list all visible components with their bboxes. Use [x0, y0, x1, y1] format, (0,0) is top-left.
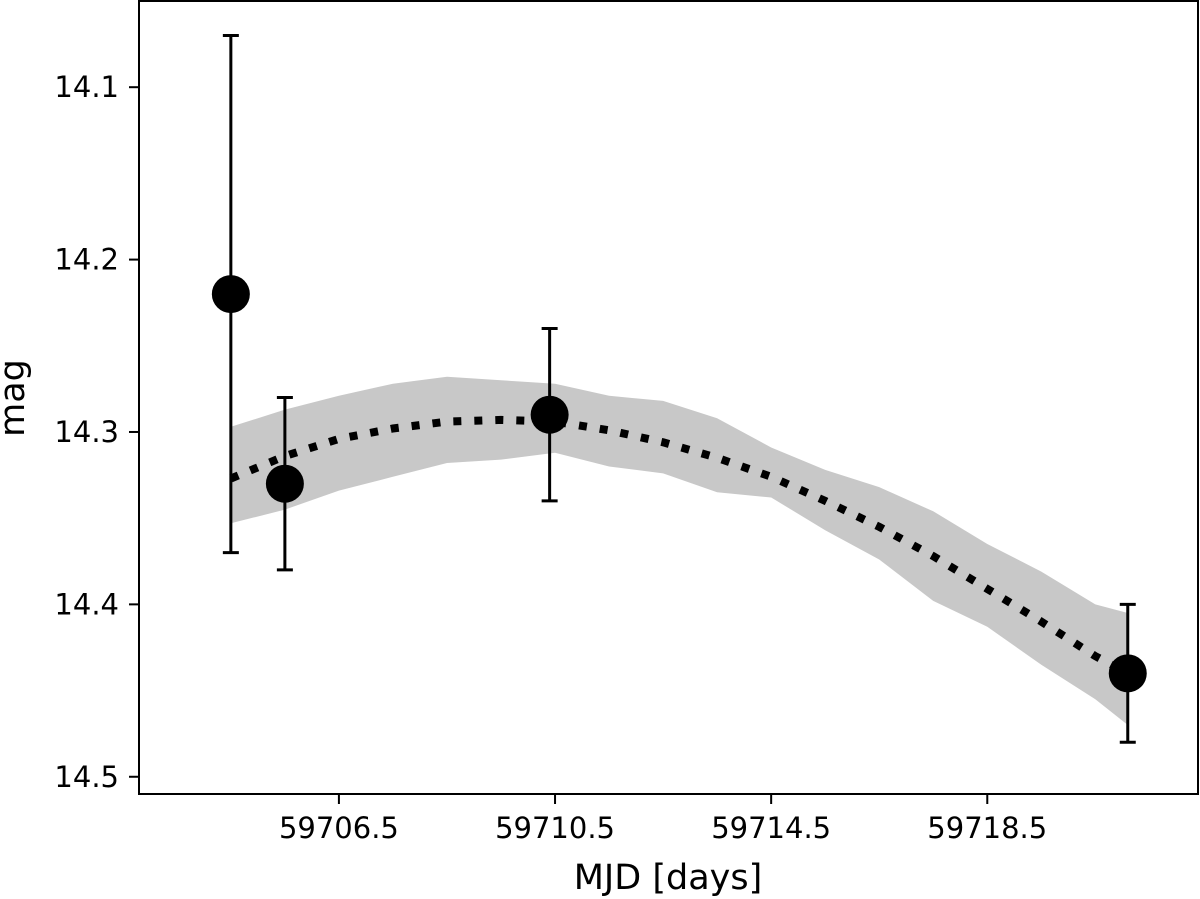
confidence-band — [230, 376, 1128, 725]
error-bar-layer — [222, 33, 1136, 744]
y-tick-layer: 14.1 14.2 14.3 14.4 14.5 — [54, 70, 139, 794]
y-tick-label: 14.3 — [54, 415, 119, 449]
x-axis-label: MJD [days] — [574, 858, 763, 898]
plot-frame — [138, 0, 1199, 795]
x-tick-label: 59710.5 — [495, 811, 615, 845]
y-tick-label: 14.5 — [54, 760, 119, 794]
y-tick-label: 14.4 — [54, 587, 119, 621]
data-point-layer — [211, 275, 1147, 693]
y-axis-label: mag — [0, 359, 33, 437]
x-tick-layer: 59706.5 59710.5 59714.5 59718.5 — [279, 794, 1047, 845]
data-point — [211, 275, 250, 314]
y-tick-label: 14.1 — [54, 70, 119, 104]
y-tick-label: 14.2 — [54, 243, 119, 277]
data-point — [530, 395, 569, 434]
x-tick-label: 59706.5 — [279, 811, 399, 845]
x-tick-label: 59718.5 — [927, 811, 1047, 845]
confidence-band-layer — [230, 376, 1128, 725]
data-point — [1108, 654, 1147, 693]
data-point — [265, 464, 304, 503]
x-tick-label: 59714.5 — [711, 811, 831, 845]
